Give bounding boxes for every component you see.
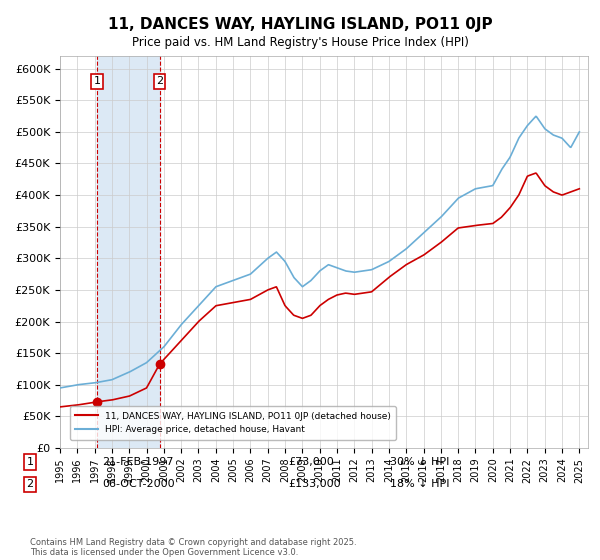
Text: 1: 1 — [94, 77, 100, 86]
Text: 21-FEB-1997: 21-FEB-1997 — [102, 457, 173, 467]
Text: 11, DANCES WAY, HAYLING ISLAND, PO11 0JP: 11, DANCES WAY, HAYLING ISLAND, PO11 0JP — [107, 17, 493, 32]
Text: 18% ↓ HPI: 18% ↓ HPI — [390, 479, 449, 489]
Text: 1: 1 — [26, 457, 34, 467]
Text: 2: 2 — [156, 77, 163, 86]
Text: 06-OCT-2000: 06-OCT-2000 — [102, 479, 175, 489]
Text: £133,000: £133,000 — [288, 479, 341, 489]
Text: Contains HM Land Registry data © Crown copyright and database right 2025.
This d: Contains HM Land Registry data © Crown c… — [30, 538, 356, 557]
Text: Price paid vs. HM Land Registry's House Price Index (HPI): Price paid vs. HM Land Registry's House … — [131, 36, 469, 49]
Text: £73,000: £73,000 — [288, 457, 334, 467]
Legend: 11, DANCES WAY, HAYLING ISLAND, PO11 0JP (detached house), HPI: Average price, d: 11, DANCES WAY, HAYLING ISLAND, PO11 0JP… — [70, 406, 396, 440]
Text: 30% ↓ HPI: 30% ↓ HPI — [390, 457, 449, 467]
Text: 2: 2 — [26, 479, 34, 489]
Bar — [97, 56, 160, 448]
